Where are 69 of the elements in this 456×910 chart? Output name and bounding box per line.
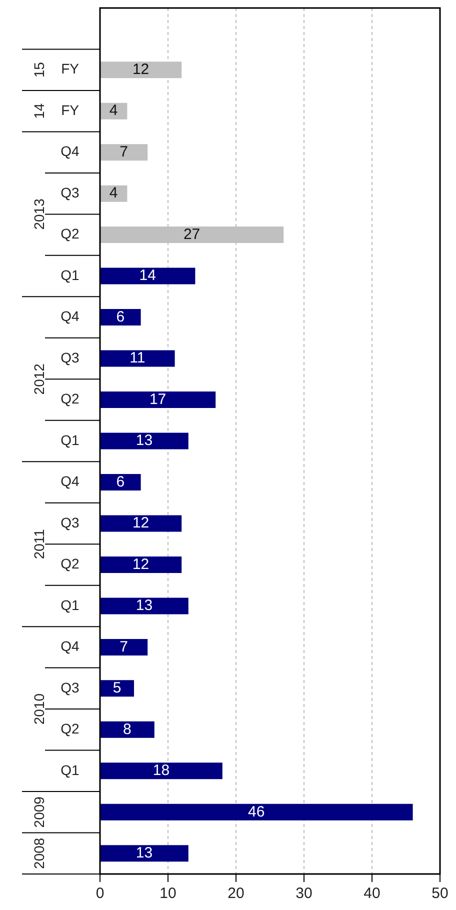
bar (100, 721, 154, 738)
data-label: 13 (136, 597, 153, 614)
data-label: 7 (120, 143, 128, 160)
data-label: 8 (123, 720, 132, 738)
data-label: 18 (152, 762, 170, 780)
text: 15 (30, 62, 47, 78)
text: 2009 (30, 796, 47, 828)
x-tick-label: 20 (228, 885, 244, 902)
x-tick-label: 40 (364, 885, 380, 902)
data-label: 17 (149, 390, 166, 408)
y-tick-label: Q3 (60, 514, 80, 530)
y-tick-label: Q4 (60, 308, 80, 324)
y-tick-label: Q1 (60, 596, 80, 613)
data-label: 13 (136, 844, 153, 862)
data-label: 13 (136, 432, 153, 450)
data-label: 7 (120, 638, 128, 656)
bar (100, 350, 175, 367)
y-tick-label: Q2 (60, 556, 80, 572)
y-tick-label: Q1 (60, 266, 80, 283)
bar (100, 598, 188, 614)
x-tick-label: 10 (160, 885, 176, 902)
y-tick-label: FY (61, 60, 80, 77)
data-label: 11 (130, 350, 146, 367)
data-label: 4 (109, 184, 118, 202)
bar (100, 638, 148, 656)
bar (100, 804, 413, 820)
y-tick-label: Q4 (60, 638, 80, 654)
y-tick-label: Q2 (60, 226, 80, 242)
text: 2011 (30, 528, 47, 560)
y-tick-label: Q3 (60, 679, 80, 696)
bar (100, 762, 222, 780)
bar (100, 309, 141, 326)
bar (100, 432, 188, 450)
y-tick-label: Q3 (60, 349, 80, 366)
text: 2010 (30, 693, 47, 725)
data-label: 6 (116, 308, 125, 326)
x-tick-label: 30 (296, 885, 312, 902)
bar (100, 515, 182, 532)
data-label: 4 (109, 102, 118, 120)
y-tick-label: Q1 (60, 432, 80, 448)
data-label: 12 (132, 556, 150, 573)
bar (100, 62, 182, 78)
y-tick-label: Q4 (60, 473, 80, 490)
data-label: 5 (112, 680, 122, 697)
y-tick-label: Q4 (60, 143, 80, 160)
bar (100, 392, 216, 408)
bar (100, 556, 182, 573)
text: 14 (30, 103, 47, 119)
text: 2012 (30, 363, 47, 395)
text: 2013 (30, 198, 47, 230)
data-label: 12 (132, 61, 150, 78)
data-label: 14 (139, 267, 156, 284)
data-label: 12 (132, 514, 150, 532)
bar (100, 845, 188, 862)
bar (100, 474, 141, 490)
text: 2008 (30, 838, 47, 869)
data-label: 6 (116, 473, 125, 490)
x-tick-label: 50 (432, 885, 448, 902)
x-tick-label: 0 (96, 885, 104, 902)
y-tick-label: Q1 (60, 762, 80, 778)
bar (100, 680, 134, 697)
bar (100, 268, 196, 284)
y-tick-label: Q3 (60, 184, 80, 200)
bar (100, 144, 148, 161)
y-tick-label: FY (61, 102, 80, 118)
data-label: 27 (183, 226, 200, 243)
y-tick-label: Q2 (60, 390, 80, 407)
y-tick-label: Q2 (60, 720, 80, 737)
data-label: 46 (248, 803, 265, 820)
